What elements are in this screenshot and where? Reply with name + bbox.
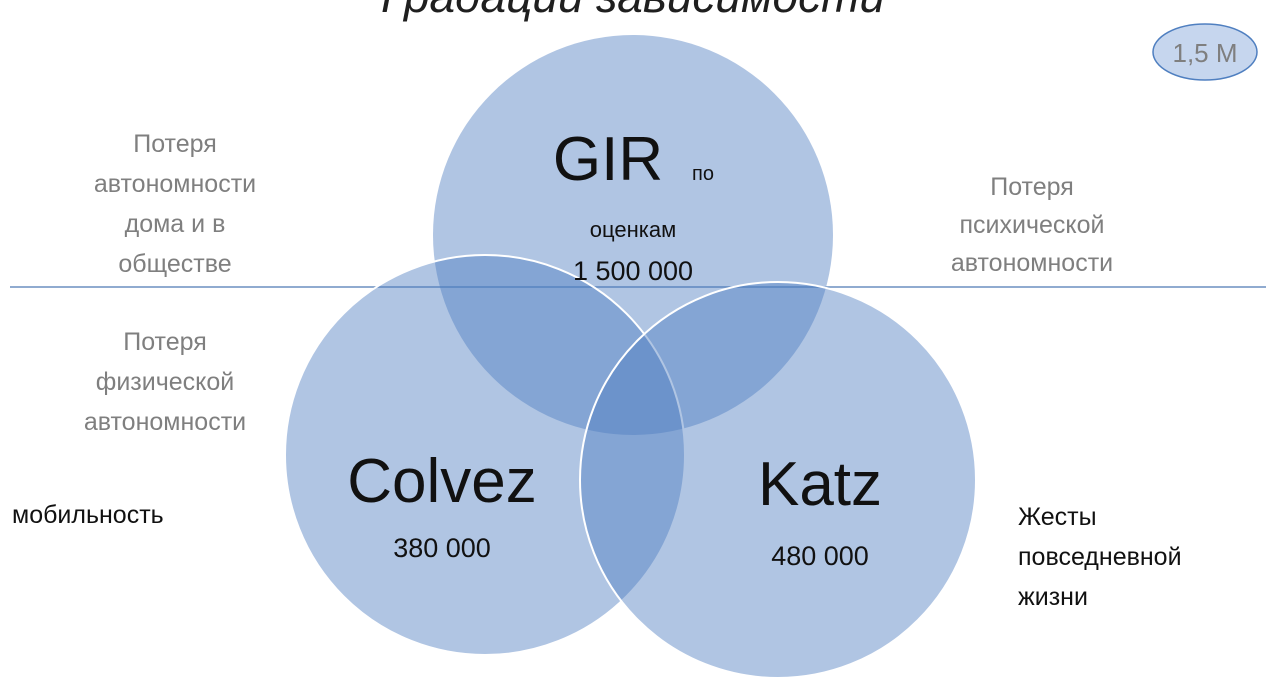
katz-value: 480 000: [771, 541, 869, 571]
side-label: повседневной: [1018, 543, 1182, 571]
side-label: Потеря: [123, 328, 207, 356]
gir-note: по: [692, 163, 714, 185]
badge: [1152, 23, 1258, 81]
circle-katz: [579, 281, 977, 679]
side-label: автономности: [951, 249, 1113, 277]
side-label: психической: [960, 211, 1105, 239]
circle-gir: [433, 35, 833, 435]
side-label: Потеря: [133, 130, 217, 158]
side-label: жизни: [1018, 583, 1088, 611]
badge-text: 1,5 M: [1172, 38, 1237, 68]
side-label: автономности: [94, 170, 256, 198]
side-labels: Потеря автономности дома и в обществе Потеря…: [12, 130, 1182, 611]
slide-title: Градации зависимости: [381, 0, 885, 22]
gir-sublabel: оценкам: [590, 217, 676, 242]
gir-value: 1 500 000: [573, 256, 693, 286]
circle-colvez: [284, 254, 686, 656]
side-label: Жесты: [1018, 503, 1097, 531]
side-label: автономности: [84, 408, 246, 436]
venn: [284, 35, 977, 679]
colvez-value: 380 000: [393, 533, 491, 563]
side-label: мобильность: [12, 501, 164, 529]
katz-label: Katz: [758, 450, 882, 519]
colvez-label: Colvez: [347, 447, 537, 516]
gir-label: GIR: [553, 125, 663, 194]
side-label: физической: [96, 368, 234, 396]
side-label: обществе: [118, 250, 231, 278]
side-label: дома и в: [125, 210, 226, 238]
side-label: Потеря: [990, 173, 1074, 201]
